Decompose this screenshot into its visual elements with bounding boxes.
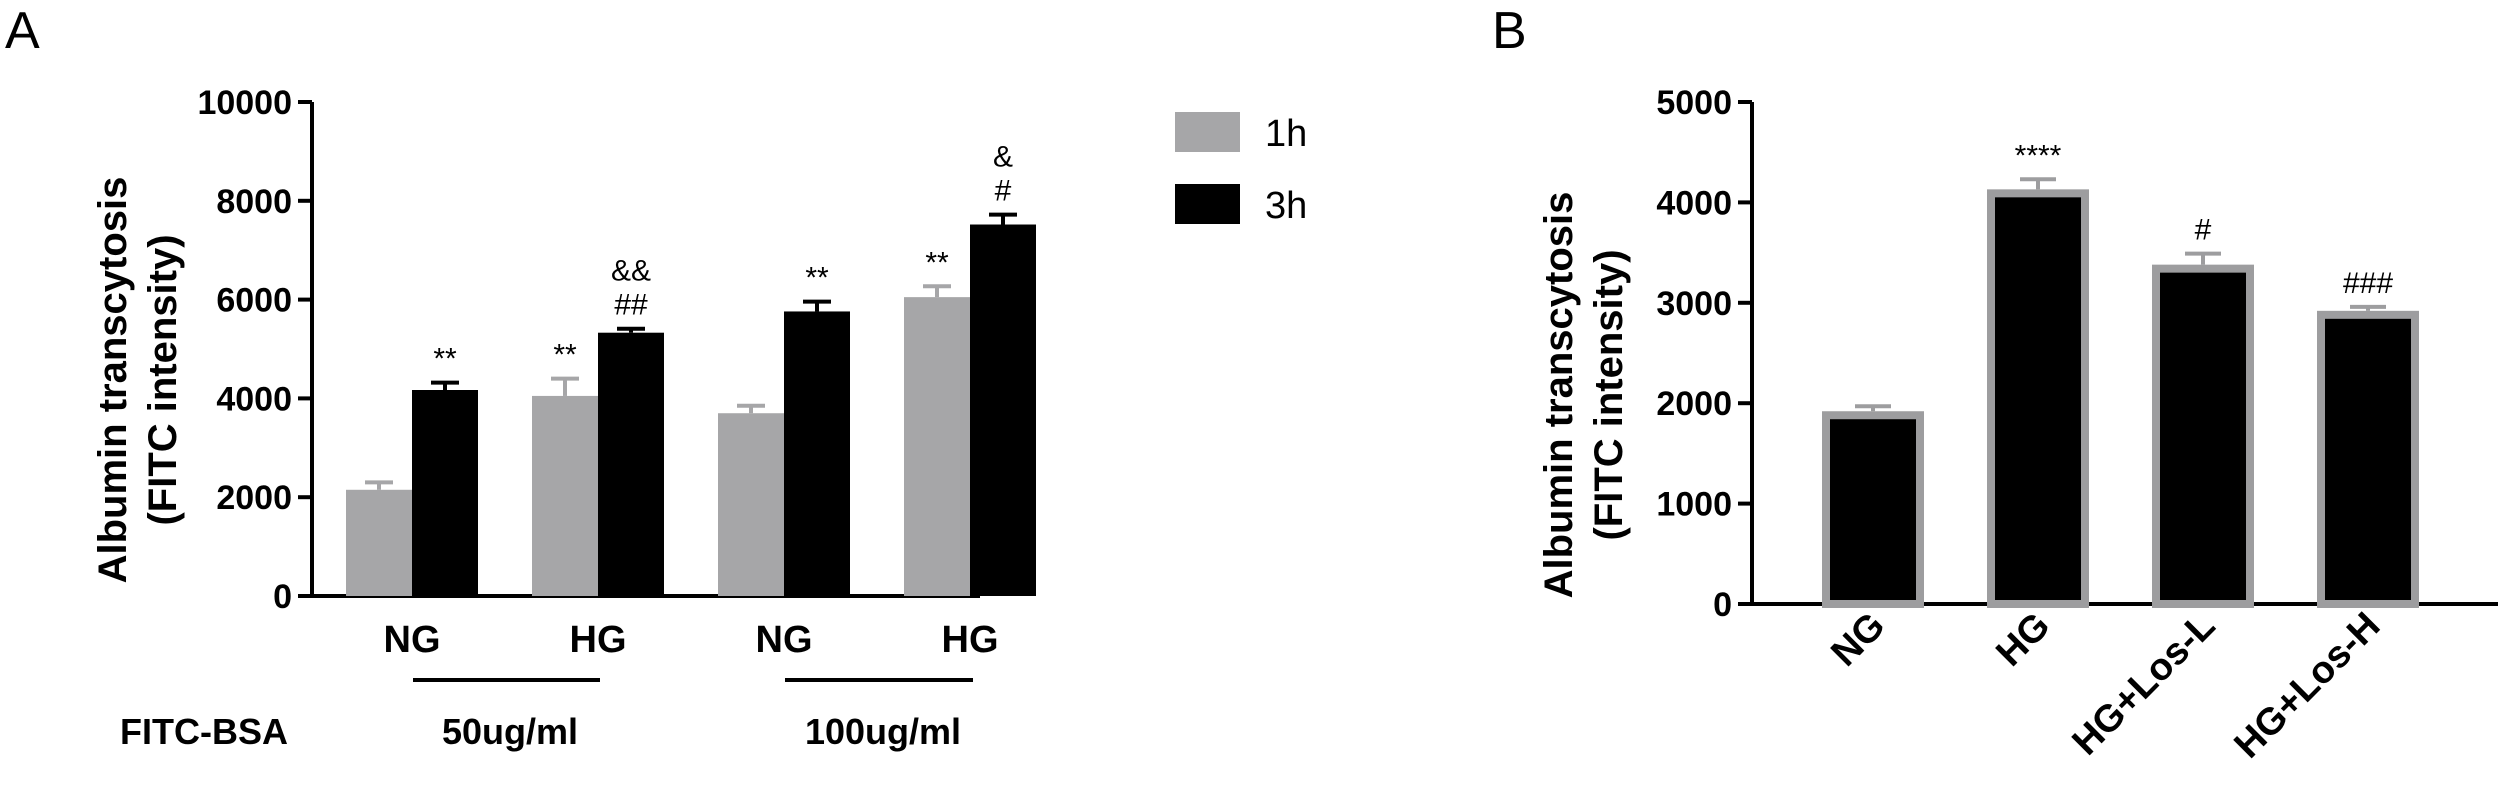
chart-b-ytick-label: 0	[1713, 586, 1732, 624]
chart-a-ylabel-line1: Albumin transcytosis	[91, 177, 135, 584]
chart-a-category-label: HG	[570, 619, 627, 661]
chart-a-annotation: &&	[611, 255, 651, 288]
chart-b-bar	[2317, 310, 2419, 608]
chart-b-category-label: HG+Los-L	[2065, 605, 2224, 764]
chart-a-ytick-label: 2000	[216, 479, 292, 517]
chart-a: 0 2000 4000 6000 8000 10000 ** NG ** &&## HG ** NG **…	[197, 84, 1036, 661]
legend-swatch-3h	[1175, 184, 1240, 224]
chart-a-annotation: **	[805, 262, 829, 295]
chart-a-ytick-label: 8000	[216, 183, 292, 221]
chart-a-ytick-label: 6000	[216, 282, 292, 320]
chart-a-bar	[532, 395, 598, 596]
chart-b-ytick-label: 5000	[1656, 84, 1732, 122]
chart-a-category-label: NG	[756, 619, 813, 661]
chart-b-annotation: ###	[2343, 267, 2393, 300]
chart-a-bar	[784, 311, 850, 596]
chart-a-bar	[718, 413, 784, 596]
chart-b: 0 1000 2000 3000 4000 5000 NG **** HG # HG+Los-L ##…	[1656, 84, 2498, 766]
chart-a-bar	[904, 297, 970, 596]
chart-a-annotation: **	[553, 339, 577, 372]
chart-b-ylabel-line2: (FITC intensity)	[1587, 249, 1631, 540]
chart-b-ytick-label: 2000	[1656, 385, 1732, 423]
chart-b-ylabel-line1: Albumin transcytosis	[1537, 192, 1581, 599]
chart-a-category-label: NG	[384, 619, 441, 661]
chart-a-bar	[412, 390, 478, 596]
chart-a-annotation: #	[995, 175, 1012, 208]
chart-a-ytick-label: 0	[273, 578, 292, 616]
chart-b-ytick-label: 4000	[1656, 184, 1732, 222]
chart-a-bar	[598, 332, 664, 596]
legend-swatch-1h	[1175, 112, 1240, 152]
panel-a-label: A	[5, 2, 40, 60]
chart-a-legend: 1h 3h	[1175, 112, 1307, 227]
legend-label-3h: 3h	[1265, 185, 1307, 227]
chart-a-annotation: **	[925, 246, 949, 279]
chart-a-category-label: HG	[942, 619, 999, 661]
chart-b-bar	[1987, 189, 2089, 609]
group-label-50: 50ug/ml	[442, 711, 578, 752]
chart-b-category-label: HG+Los-H	[2227, 605, 2389, 767]
chart-b-category-label: NG	[1823, 605, 1893, 675]
chart-a-annotation: &	[993, 141, 1013, 174]
chart-a-ytick-label: 4000	[216, 380, 292, 418]
chart-b-annotation: ****	[2015, 139, 2062, 172]
chart-a-ylabel-line2: (FITC intensity)	[141, 234, 185, 525]
legend-label-1h: 1h	[1265, 113, 1307, 155]
chart-b-bar	[1822, 411, 1924, 608]
chart-a-ytick-label: 10000	[197, 84, 292, 122]
chart-b-category-label: HG	[1988, 605, 2058, 675]
chart-a-annotation: ##	[614, 289, 648, 322]
chart-b-ytick-label: 3000	[1656, 285, 1732, 323]
chart-b-bar	[2152, 264, 2254, 608]
panel-b-label: B	[1492, 2, 1527, 60]
chart-b-annotation: #	[2195, 214, 2212, 247]
chart-a-grouping: FITC-BSA 50ug/ml 100ug/ml	[120, 678, 973, 752]
group-row-label: FITC-BSA	[120, 711, 288, 752]
chart-a-bar	[970, 224, 1036, 596]
chart-a-annotation: **	[433, 343, 457, 376]
group-label-100: 100ug/ml	[805, 711, 961, 752]
chart-a-bar	[346, 489, 412, 596]
chart-b-ytick-label: 1000	[1656, 486, 1732, 524]
